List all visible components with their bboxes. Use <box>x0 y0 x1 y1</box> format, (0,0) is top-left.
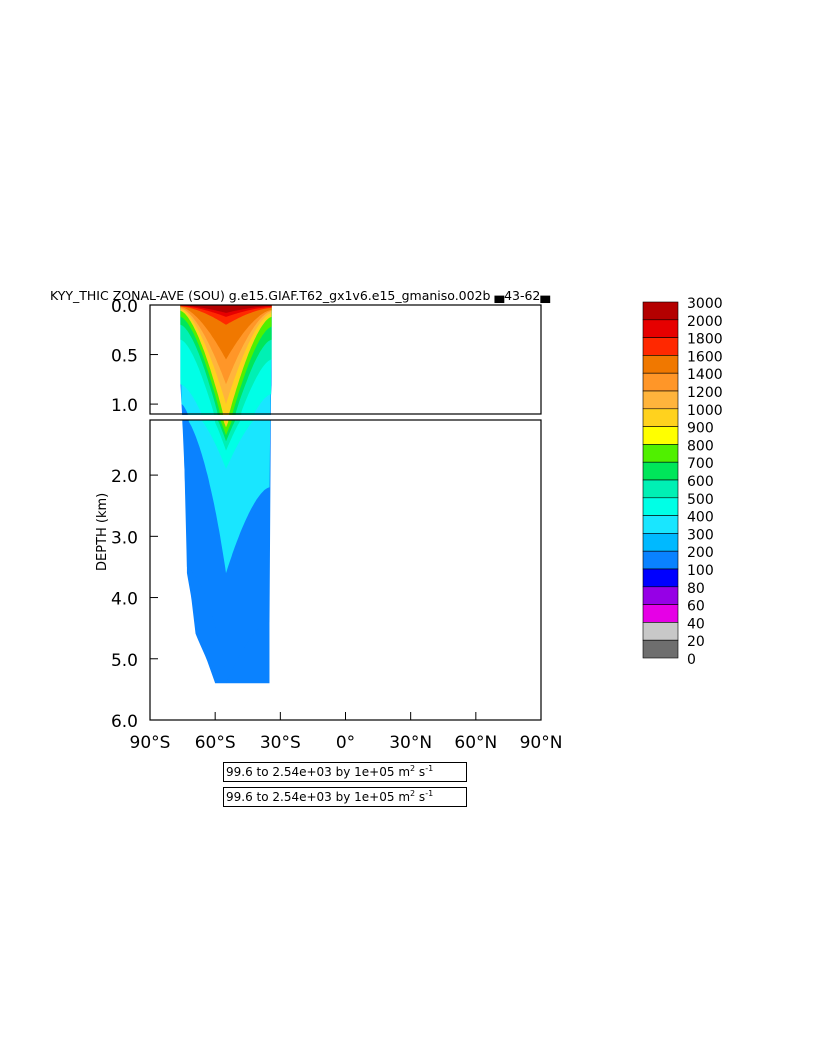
colorbar-swatch <box>642 319 679 338</box>
x-tick-label: 60°S <box>195 733 236 753</box>
y-axis-label: DEPTH (km) <box>95 493 110 571</box>
colorbar-swatch <box>642 301 679 321</box>
colorbar-label: 500 <box>687 492 714 508</box>
x-tick-label: 0° <box>336 733 355 753</box>
colorbar-label: 200 <box>687 545 714 561</box>
colorbar-label: 1800 <box>687 332 723 348</box>
x-tick-label: 90°S <box>130 733 171 753</box>
info-sup: -1 <box>425 764 434 773</box>
colorbar-swatch <box>642 426 679 445</box>
info-sup: 2 <box>410 789 416 798</box>
colorbar-swatch <box>642 479 679 499</box>
x-tick-label: 60°N <box>454 733 497 753</box>
colorbar-label: 60 <box>687 599 705 615</box>
info-text-mid: s <box>415 765 426 779</box>
field-layer <box>148 305 543 684</box>
colorbar-swatch <box>642 586 679 605</box>
colorbar-label: 80 <box>687 581 705 597</box>
y-tick-label: 3.0 <box>111 528 138 548</box>
y-tick-label: 2.0 <box>111 467 138 487</box>
colorbar-label: 1200 <box>687 385 723 401</box>
colorbar-swatch <box>642 372 679 392</box>
info-text: 99.6 to 2.54e+03 by 1e+05 m <box>226 765 411 779</box>
x-tick-label: 30°S <box>260 733 301 753</box>
colorbar-swatch <box>642 568 679 588</box>
colorbar-swatch <box>642 390 679 410</box>
colorbar-label: 20 <box>687 634 705 650</box>
x-tick-label: 90°N <box>520 733 563 753</box>
y-tick-label: 5.0 <box>111 651 138 671</box>
colorbar-swatch <box>642 497 679 516</box>
colorbar-label: 600 <box>687 474 714 490</box>
colorbar-swatch <box>642 444 679 463</box>
colorbar-swatch <box>642 639 679 659</box>
colorbar: 3000200018001600140012001000900800700600… <box>642 296 723 668</box>
y-tick-label: 0.5 <box>111 347 138 367</box>
colorbar-swatch <box>642 604 679 623</box>
contour-info-box: 99.6 to 2.54e+03 by 1e+05 m2 s-1 <box>223 787 467 807</box>
x-tick-label: 30°N <box>389 733 432 753</box>
colorbar-label: 800 <box>687 438 714 454</box>
colorbar-label: 2000 <box>687 314 723 330</box>
colorbar-label: 300 <box>687 527 714 543</box>
colorbar-label: 900 <box>687 421 714 437</box>
colorbar-swatch <box>642 622 679 641</box>
colorbar-label: 3000 <box>687 296 723 312</box>
colorbar-swatch <box>642 550 679 570</box>
colorbar-swatch <box>642 337 679 356</box>
colorbar-swatch <box>642 408 679 427</box>
colorbar-label: 700 <box>687 456 714 472</box>
colorbar-label: 1400 <box>687 367 723 383</box>
colorbar-swatch <box>642 515 679 534</box>
colorbar-label: 100 <box>687 563 714 579</box>
info-text-mid: s <box>415 790 426 804</box>
info-sup: 2 <box>410 764 416 773</box>
panel-gap <box>148 415 543 420</box>
y-tick-label: 6.0 <box>111 712 138 732</box>
contour-info-box: 99.6 to 2.54e+03 by 1e+05 m2 s-1 <box>223 762 467 782</box>
colorbar-swatch <box>642 533 679 552</box>
field-band-1400 <box>180 305 272 360</box>
field-band-2000 <box>180 305 272 313</box>
colorbar-label: 1600 <box>687 349 723 365</box>
chart-title: KYY_THIC ZONAL-AVE (SOU) g.e15.GIAF.T62_… <box>50 288 550 304</box>
info-text: 99.6 to 2.54e+03 by 1e+05 m <box>226 790 411 804</box>
y-tick-label: 4.0 <box>111 590 138 610</box>
colorbar-label: 40 <box>687 616 705 632</box>
colorbar-label: 400 <box>687 510 714 526</box>
info-sup: -1 <box>425 789 434 798</box>
colorbar-label: 0 <box>687 652 696 668</box>
colorbar-label: 1000 <box>687 403 723 419</box>
y-tick-label: 0.0 <box>111 297 138 317</box>
colorbar-swatch <box>642 461 679 481</box>
y-tick-label: 1.0 <box>111 396 138 416</box>
colorbar-swatch <box>642 355 679 374</box>
upper-panel-frame <box>149 304 542 415</box>
ticks-layer: 90°S 60°S 30°S 0° 30°N 60°N 90°N 0.0 0.5 1.0 2.0 3.… <box>111 297 562 753</box>
